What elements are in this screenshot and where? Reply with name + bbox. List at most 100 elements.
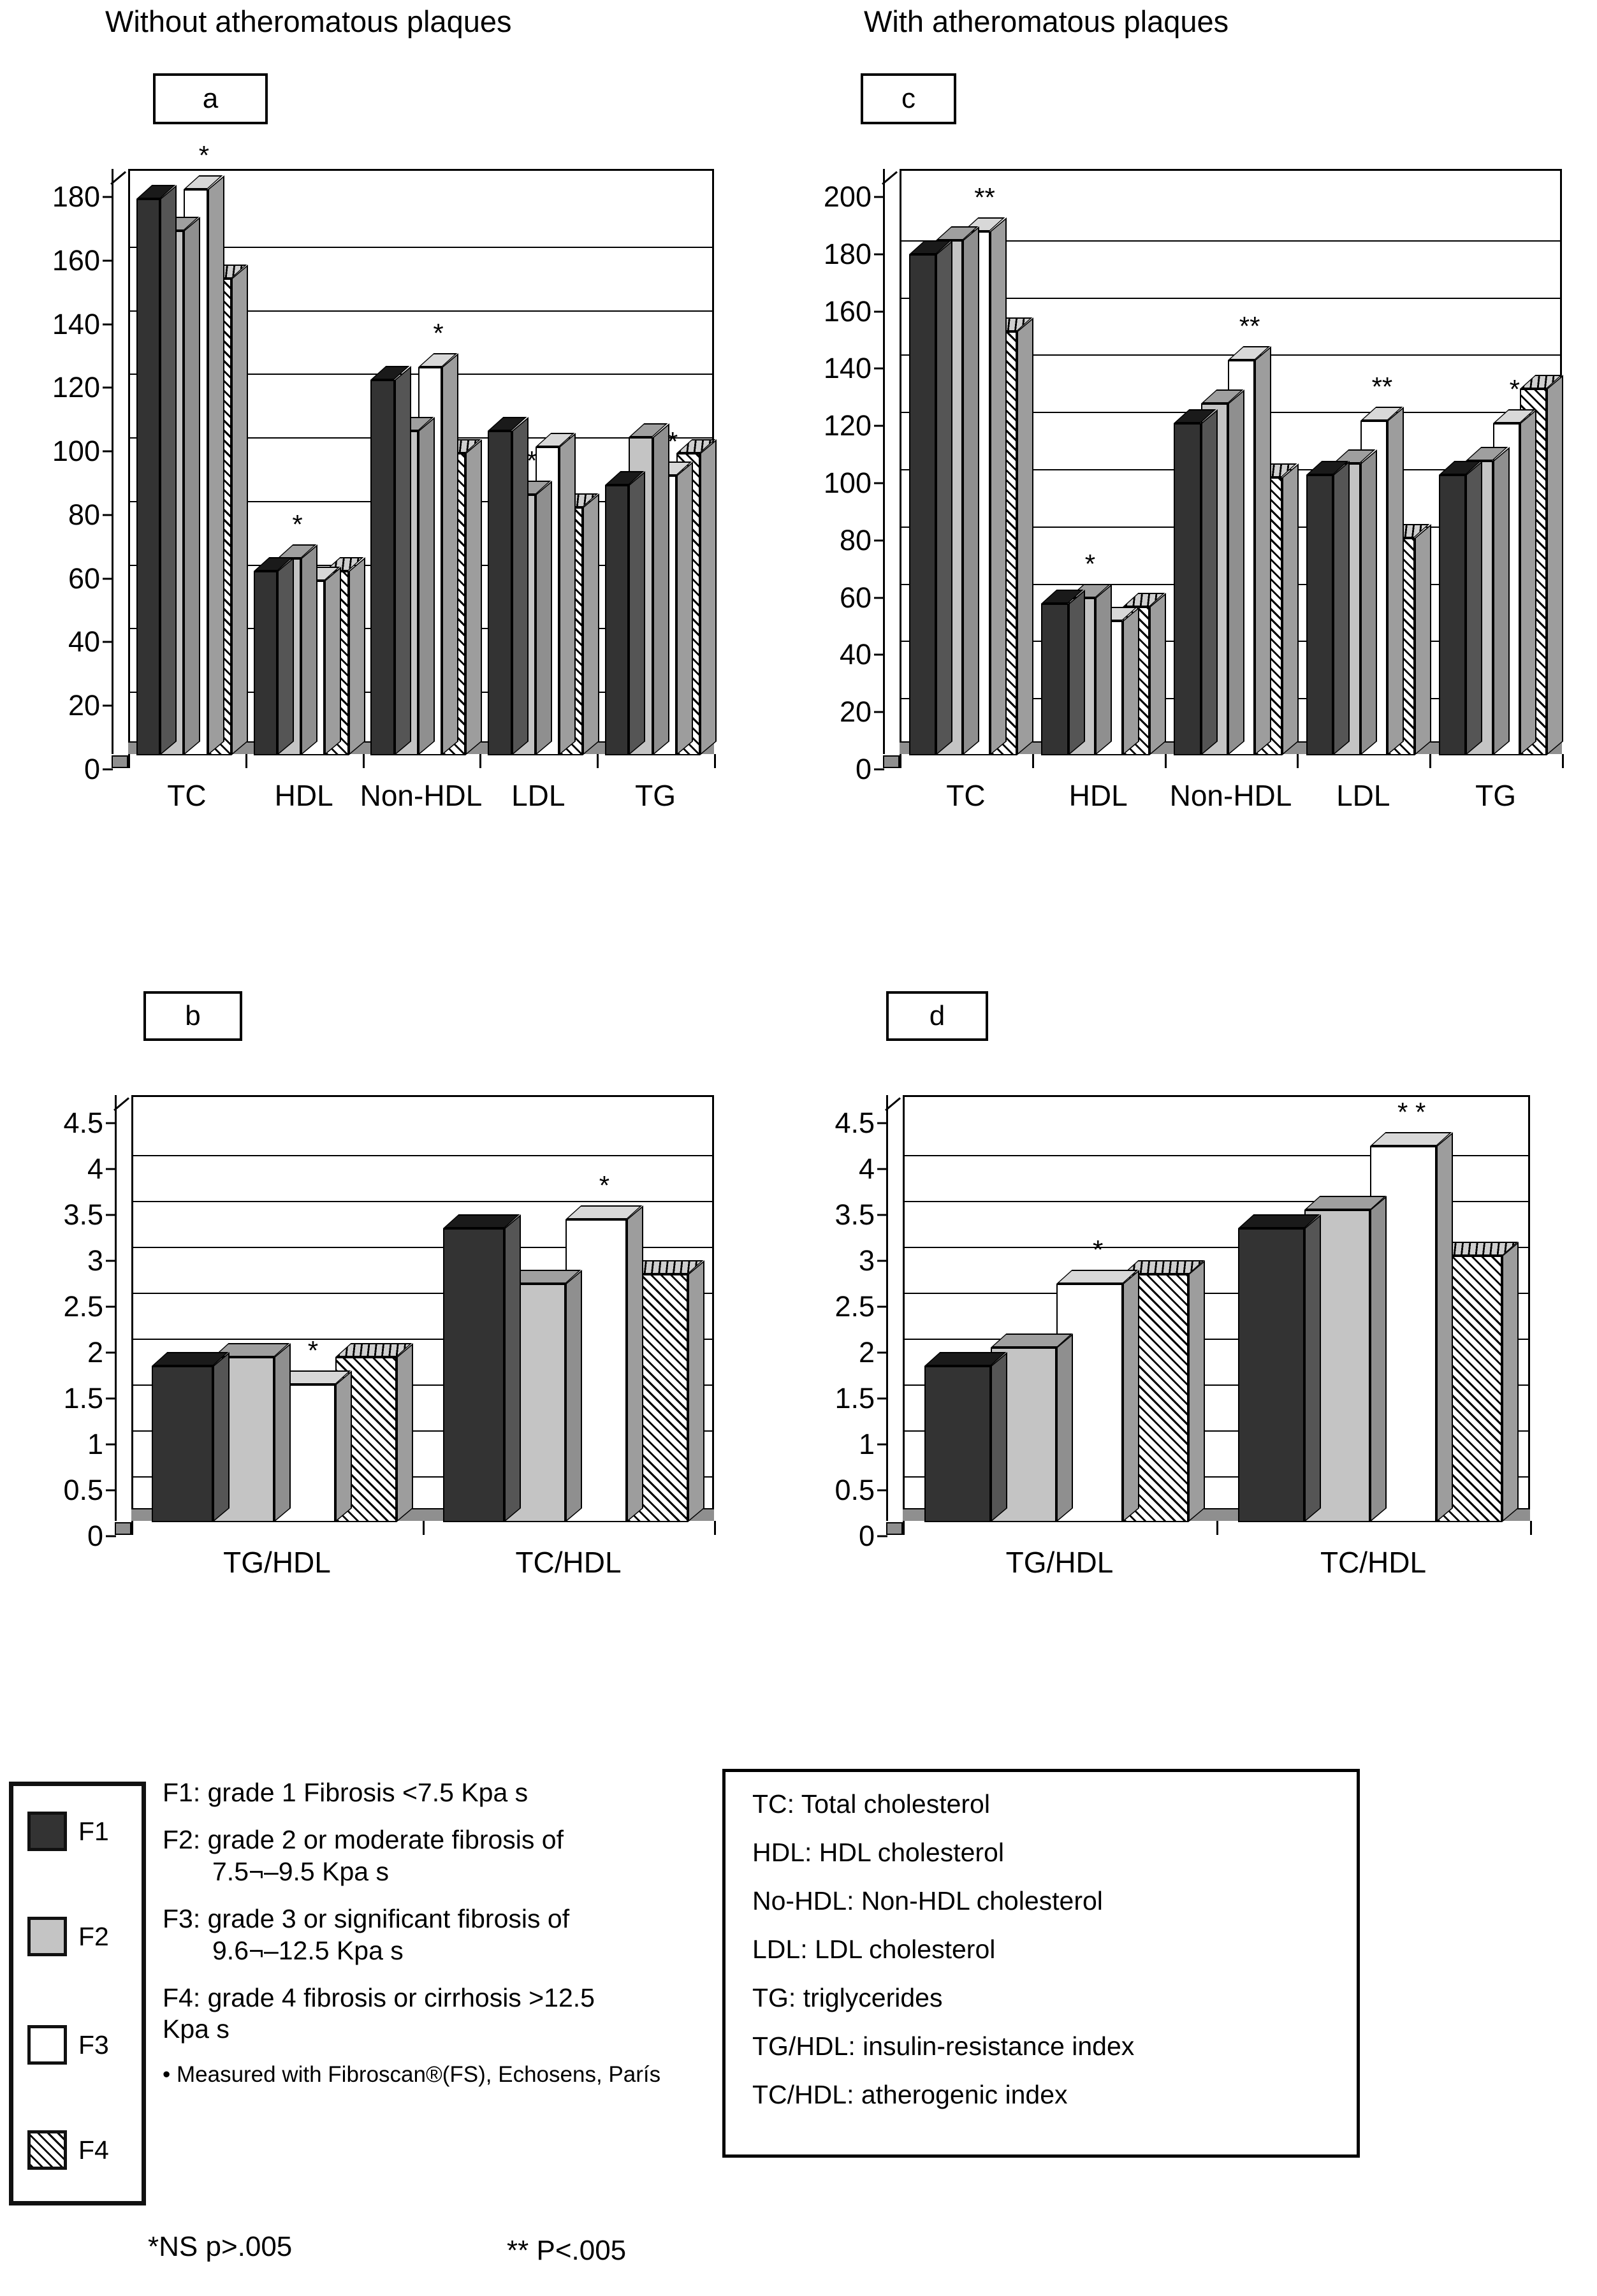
axis-depth-wall <box>883 169 900 754</box>
y-tick-label: 20 <box>839 695 871 729</box>
footnote-significant: ** P<.005 <box>507 2235 627 2266</box>
bar-c-TG-F1 <box>1438 460 1483 755</box>
chart-panel-c: 0 20 40 60 80 100 120 140 160 180 200 ** * ** ** * TC HDL… <box>791 159 1581 867</box>
definition-f1: F1: grade 1 Fibrosis <7.5 Kpa s <box>163 1778 529 1807</box>
x-tick-mark <box>245 754 247 768</box>
gridline <box>905 1476 1530 1478</box>
y-tick-mark <box>106 1535 116 1537</box>
y-tick-mark <box>103 768 113 771</box>
y-tick-label: 1 <box>87 1428 103 1460</box>
x-axis-label-LDL: LDL <box>1336 779 1390 812</box>
y-tick-label: 100 <box>52 435 100 468</box>
chart-floor-side <box>115 1522 131 1535</box>
gridline <box>133 1201 714 1202</box>
x-axis-label-TG-HDL: TG/HDL <box>1005 1546 1114 1579</box>
y-tick-label: 160 <box>823 294 871 328</box>
y-tick-label: 0 <box>84 753 100 785</box>
significance-marker: * <box>1084 549 1096 579</box>
y-tick-mark <box>106 1397 116 1400</box>
chart-floor-side <box>886 1522 903 1535</box>
y-tick-label: 80 <box>68 498 100 531</box>
x-tick-mark <box>128 754 130 768</box>
gridline <box>133 1430 714 1432</box>
y-tick-mark <box>874 597 884 599</box>
x-tick-mark <box>900 754 901 768</box>
y-tick-label: 0.5 <box>835 1474 875 1506</box>
y-tick-mark <box>874 367 884 370</box>
y-tick-label: 100 <box>823 467 871 499</box>
y-tick-label: 0.5 <box>63 1474 103 1506</box>
y-tick-label: 3 <box>858 1244 875 1277</box>
abbrev-ldl: LDL: LDL cholesterol <box>752 1935 996 1964</box>
chart-panel-a: 0 20 40 60 80 100 120 140 160 180 * * * * * TC HDL Non-HD… <box>19 142 720 867</box>
y-tick-label: 40 <box>68 625 100 658</box>
x-tick-mark <box>1216 1521 1218 1535</box>
x-tick-mark <box>714 1521 716 1535</box>
significance-marker: * <box>1093 1234 1104 1265</box>
y-tick-mark <box>106 1443 116 1446</box>
y-tick-mark <box>103 514 113 516</box>
significance-marker: * <box>526 445 537 476</box>
x-axis-label-TC-HDL: TC/HDL <box>515 1546 622 1579</box>
y-tick-label: 120 <box>823 409 871 442</box>
y-tick-mark <box>103 704 113 707</box>
gridline <box>130 246 714 248</box>
y-tick-label: 140 <box>52 307 100 340</box>
x-tick-mark <box>1530 1521 1532 1535</box>
y-tick-mark <box>874 539 884 542</box>
x-axis-label-Non-HDL: Non-HDL <box>1169 779 1292 812</box>
gridline <box>901 354 1562 356</box>
gridline <box>905 1339 1530 1340</box>
heading-with-plaques: With atheromatous plaques <box>864 4 1229 38</box>
plot-top-border <box>130 169 714 171</box>
y-tick-label: 2 <box>87 1336 103 1369</box>
gridline <box>905 1247 1530 1248</box>
y-tick-label: 180 <box>823 237 871 270</box>
y-tick-mark <box>877 1443 887 1446</box>
x-tick-mark <box>1429 754 1432 768</box>
measurement-note: • Measured with Fibroscan®(FS), Echosens… <box>163 2062 661 2088</box>
y-tick-mark <box>874 196 884 198</box>
x-tick-mark <box>597 754 599 768</box>
x-axis-label-TG: TG <box>1475 779 1517 812</box>
bar-a-Non-HDL-F1 <box>370 366 411 755</box>
y-tick-mark <box>877 1260 887 1262</box>
x-tick-mark <box>1164 754 1167 768</box>
definition-f2-line1: F2: grade 2 or moderate fibrosis of <box>163 1824 564 1854</box>
gridline <box>133 1247 714 1248</box>
gridline <box>905 1430 1530 1432</box>
y-tick-mark <box>103 323 113 326</box>
x-tick-mark <box>1297 754 1299 768</box>
y-tick-mark <box>106 1351 116 1354</box>
panel-tag-b: b <box>143 991 242 1041</box>
bar-c-TC-F1 <box>908 240 952 755</box>
y-tick-label: 3.5 <box>63 1198 103 1231</box>
axis-depth-wall <box>886 1095 903 1521</box>
legend-swatch-f2 <box>27 1917 67 1956</box>
significance-marker: * <box>292 509 303 539</box>
bar-b-TC-HDL-F1 <box>442 1214 521 1522</box>
gridline <box>133 1293 714 1294</box>
chart-panel-d: 0 0.5 1 1.5 2 2.5 3 3.5 4 4.5 * * * TG/HDL TC/HDL <box>791 1084 1543 1632</box>
bar-c-HDL-F1 <box>1041 590 1085 755</box>
abbrev-hdl: HDL: HDL cholesterol <box>752 1838 1004 1867</box>
y-tick-label: 1.5 <box>835 1382 875 1414</box>
x-tick-mark <box>131 1521 133 1535</box>
gridline <box>901 240 1562 242</box>
y-tick-mark <box>106 1305 116 1308</box>
y-tick-mark <box>874 482 884 484</box>
gridline <box>901 297 1562 299</box>
abbrev-tg: TG: triglycerides <box>752 1983 943 2012</box>
y-tick-label: 2 <box>858 1336 875 1369</box>
legend-swatch-f1 <box>27 1812 67 1851</box>
legend-row-f2: F2 <box>27 1917 109 1956</box>
panel-tag-d: d <box>886 991 988 1041</box>
definition-f3-line1: F3: grade 3 or significant fibrosis of <box>163 1903 570 1933</box>
x-axis-label-Non-HDL: Non-HDL <box>360 779 483 812</box>
footnote-row: *NS p>.005 ** P<.005 <box>0 2231 797 2282</box>
legend-row-f1: F1 <box>27 1812 109 1851</box>
y-tick-mark <box>103 641 113 643</box>
y-tick-mark <box>877 1489 887 1492</box>
gridline <box>130 310 714 312</box>
abbreviations-box: TC: Total cholesterol HDL: HDL cholester… <box>722 1769 1360 2158</box>
